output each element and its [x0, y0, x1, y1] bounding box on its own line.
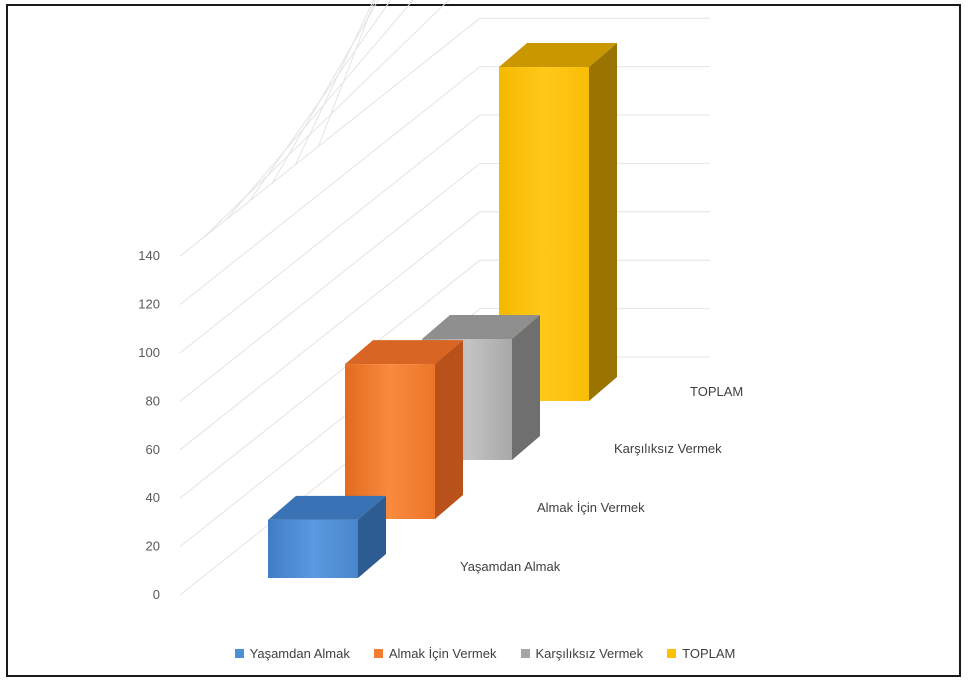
bar	[499, 43, 617, 401]
bar-top	[499, 43, 617, 68]
y-tick-label: 120	[138, 297, 160, 312]
y-tick-label: 140	[138, 248, 160, 263]
gridline	[271, 0, 379, 184]
gridline	[248, 0, 392, 202]
bar-top	[268, 495, 386, 520]
gridline	[179, 211, 481, 451]
gridline	[202, 0, 450, 239]
gridline	[294, 0, 375, 165]
bar-top	[345, 340, 463, 365]
bar-side	[435, 340, 463, 519]
legend-item: Karşılıksız Vermek	[520, 646, 644, 661]
category-label: TOPLAM	[690, 384, 743, 399]
bar	[268, 495, 386, 578]
bar-side	[358, 495, 386, 578]
gridline	[179, 163, 481, 402]
legend-label: TOPLAM	[682, 646, 736, 661]
legend-item: Almak İçin Vermek	[373, 646, 497, 661]
gridline	[225, 0, 414, 220]
legend-label: Almak İçin Vermek	[388, 646, 497, 661]
bar-front	[268, 519, 358, 578]
legend-label: Karşılıksız Vermek	[535, 646, 644, 661]
legend: Yaşamdan Almak Almak İçin Vermek Karşılı…	[0, 646, 970, 661]
category-label: Almak İçin Vermek	[537, 500, 645, 515]
y-tick-label: 80	[146, 393, 160, 408]
legend-item: Yaşamdan Almak	[234, 646, 350, 661]
category-label: Yaşamdan Almak	[460, 559, 561, 574]
y-tick-label: 100	[138, 345, 160, 360]
legend-label: Yaşamdan Almak	[249, 646, 350, 661]
y-tick-label: 0	[153, 587, 160, 602]
gridline	[179, 259, 481, 499]
category-label: Karşılıksız Vermek	[614, 441, 722, 456]
gridline	[179, 114, 481, 354]
gridline	[179, 17, 481, 257]
y-tick-label: 60	[146, 442, 160, 457]
y-tick-label: 20	[146, 539, 160, 554]
bar-side	[589, 43, 617, 401]
legend-swatch	[234, 649, 244, 658]
legend-swatch	[373, 649, 383, 658]
bar	[345, 340, 463, 519]
bar-side	[512, 315, 540, 460]
gridline	[317, 0, 376, 147]
gridline	[179, 66, 481, 305]
legend-swatch	[520, 649, 530, 658]
bar-front	[345, 364, 435, 519]
legend-swatch	[667, 649, 677, 658]
bar-top	[422, 315, 540, 339]
legend-item: TOPLAM	[667, 646, 735, 661]
y-tick-label: 40	[146, 490, 160, 505]
